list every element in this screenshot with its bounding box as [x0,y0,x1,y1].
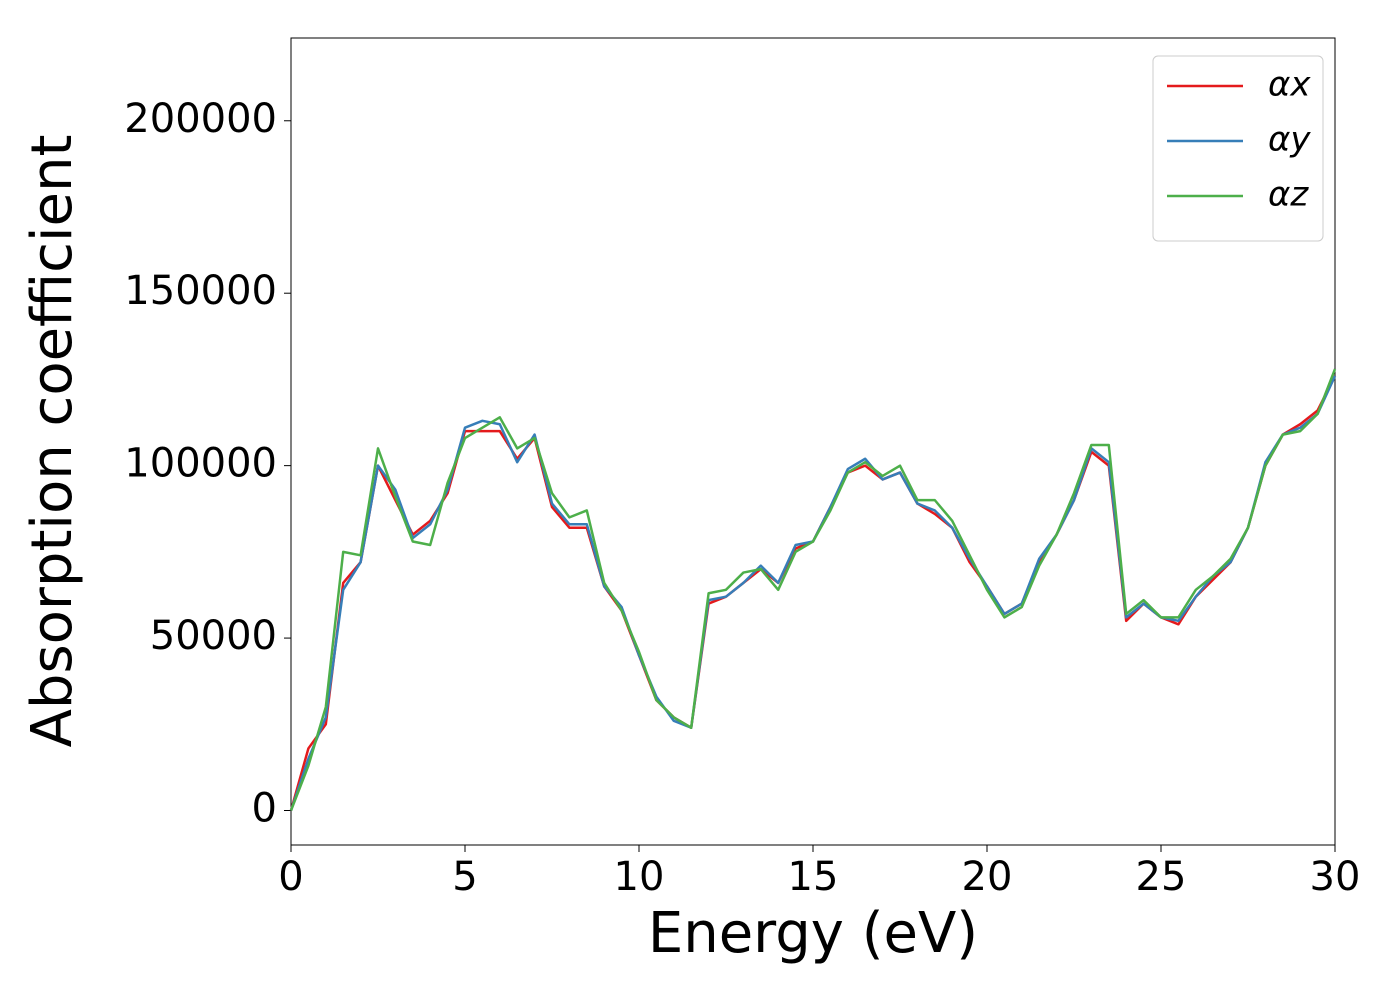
y-tick-label: 50000 [150,613,277,659]
y-tick-label: 0 [252,786,277,832]
x-tick-label: 5 [452,854,477,900]
y-tick-label: 200000 [124,96,277,142]
y-tick-label: 150000 [124,268,277,314]
legend-label: αz [1268,175,1309,215]
x-tick-label: 0 [278,854,303,900]
x-tick-label: 25 [1136,854,1187,900]
series-line [289,375,1337,811]
x-tick-label: 15 [788,854,839,900]
legend-label: αy [1268,120,1311,160]
x-tick-label: 30 [1310,854,1361,900]
series-line [289,368,1337,811]
x-axis-label: Energy (eV) [648,901,978,966]
y-axis-label: Absorption coefficient [20,135,85,748]
series-line [289,375,1337,811]
legend-label: αx [1268,65,1311,105]
y-tick-label: 100000 [124,441,277,487]
x-tick-label: 10 [614,854,665,900]
x-tick-label: 20 [962,854,1013,900]
